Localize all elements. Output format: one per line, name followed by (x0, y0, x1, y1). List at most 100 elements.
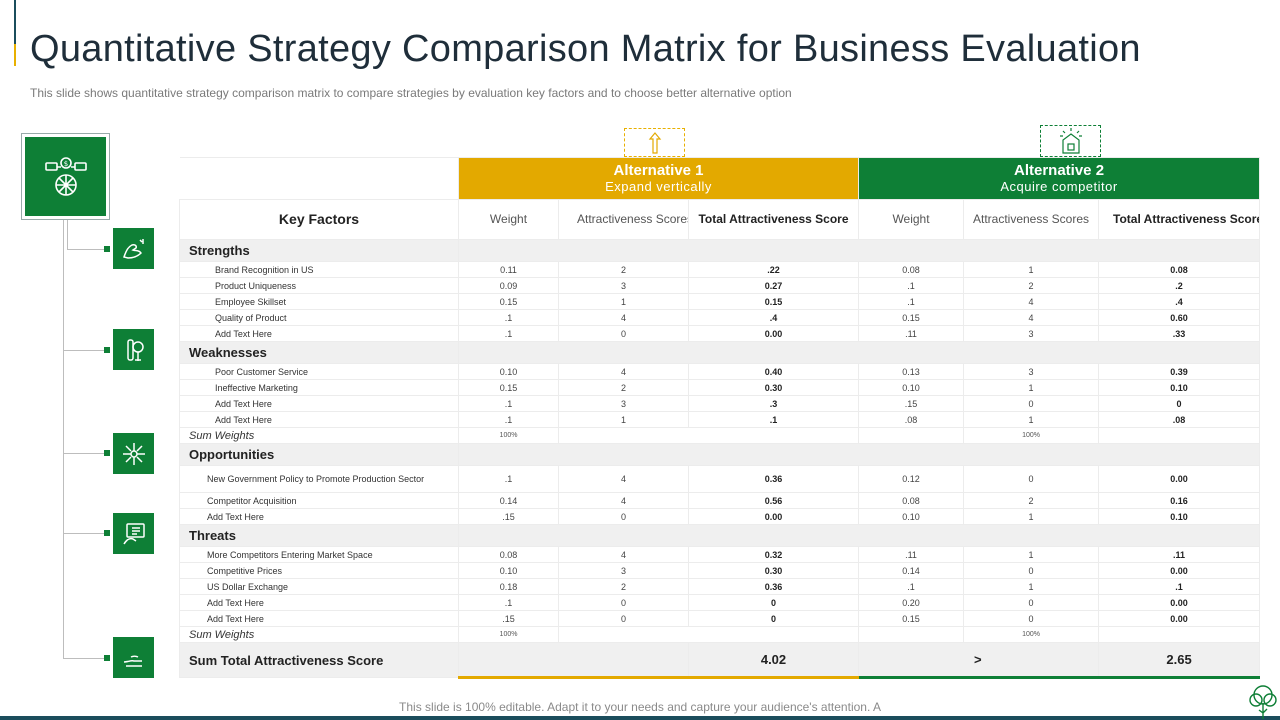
factor-value: 1 (963, 261, 1100, 278)
factor-value: 0.16 (1098, 492, 1261, 509)
factor-value: 0 (963, 465, 1100, 493)
factor-value: 2 (558, 578, 689, 595)
factor-value: 1 (963, 546, 1100, 563)
factor-value: 0.00 (687, 325, 860, 342)
factor-label: Competitive Prices (179, 562, 459, 579)
total-score-row: Sum Total Attractiveness Score 4.02 >2.65 (179, 642, 1261, 679)
factor-value: .1 (1098, 578, 1261, 595)
comparison-arrow: > (858, 642, 1100, 679)
title-accent-mark (14, 44, 16, 66)
factor-value: 0.15 (458, 293, 559, 310)
factor-value: 0 (687, 610, 860, 627)
sum-blank (1098, 427, 1261, 444)
main-icon-frame: $ (21, 133, 110, 220)
rail-branch (63, 453, 105, 454)
key-factors-header: Key Factors (179, 199, 459, 240)
table-row: New Government Policy to Promote Product… (179, 465, 1261, 493)
factor-value: 0.00 (1098, 610, 1261, 627)
network-arrows-icon (113, 433, 154, 474)
sum-weights-label: Sum Weights (179, 427, 459, 444)
factor-value: 0.30 (687, 562, 860, 579)
factor-value: .1 (858, 277, 965, 294)
factor-value: 0.08 (858, 492, 965, 509)
factor-label: Employee Skillset (179, 293, 459, 310)
total-score-alt1: 4.02 (687, 642, 860, 679)
sum-weights-row: Sum Weights 100% 100% (179, 626, 1261, 643)
factor-value: 1 (558, 293, 689, 310)
factor-value: .3 (687, 395, 860, 412)
table-row: Add Text Here .1 0 0 0.20 0 0.00 (179, 594, 1261, 611)
factor-value: 0.08 (1098, 261, 1261, 278)
factor-value: 0.18 (458, 578, 559, 595)
hand-receiving-icon (113, 637, 154, 678)
sum-weights-value-2: 100% (963, 626, 1100, 643)
factor-value: 0.14 (458, 492, 559, 509)
table-row: US Dollar Exchange 0.18 2 0.36.1 1.1 (179, 578, 1261, 595)
section-fill (457, 341, 1261, 364)
factor-value: 0.10 (458, 562, 559, 579)
factor-value: 4 (558, 492, 689, 509)
factor-value: .4 (687, 309, 860, 326)
factor-value: 4 (558, 546, 689, 563)
factor-value: 2 (963, 492, 1100, 509)
flexed-arm-icon (113, 228, 154, 269)
table-row: Ineffective Marketing 0.15 2 0.30 0.10 1 0.10 (179, 379, 1261, 396)
alternative-1-name: Alternative 1 (613, 162, 704, 180)
table-row: Brand Recognition in US 0.11 2.22 0.08 1 0.08 (179, 261, 1261, 278)
attractiveness-scores-header-1: Attractiveness Scores (558, 199, 689, 240)
factor-label: Add Text Here (179, 395, 459, 412)
table-row: Poor Customer Service 0.10 4 0.40 0.13 3 0.39 (179, 363, 1261, 380)
factor-value: 0.60 (1098, 309, 1261, 326)
section-fill (457, 524, 1261, 547)
factor-value: 0 (558, 325, 689, 342)
factor-value: 2 (558, 261, 689, 278)
factor-label: More Competitors Entering Market Space (179, 546, 459, 563)
factor-label: Add Text Here (179, 594, 459, 611)
opportunities-section-header: Opportunities (179, 443, 1261, 466)
section-label: Opportunities (179, 443, 459, 466)
factor-value: 0 (963, 395, 1100, 412)
factor-value: 0.39 (1098, 363, 1261, 380)
sum-blank (858, 626, 965, 643)
section-fill (457, 443, 1261, 466)
table-row: Quality of Product .1 4.4 0.15 4 0.60 (179, 309, 1261, 326)
section-label: Threats (179, 524, 459, 547)
table-row: Product Uniqueness 0.09 3 0.27.1 2.2 (179, 277, 1261, 294)
factor-value: .1 (858, 578, 965, 595)
table-row: Add Text Here .1 1.1.08 1.08 (179, 411, 1261, 428)
factor-value: 0.56 (687, 492, 860, 509)
factor-value: 0.00 (1098, 465, 1261, 493)
footer-bar (0, 716, 1280, 720)
svg-text:$: $ (63, 160, 67, 168)
table-row: Employee Skillset 0.15 1 0.15.1 4.4 (179, 293, 1261, 310)
factor-value: 0 (963, 594, 1100, 611)
rail-connector (104, 655, 110, 661)
factor-value: 0.27 (687, 277, 860, 294)
factor-value: 1 (963, 379, 1100, 396)
weight-header-2: Weight (858, 199, 965, 240)
factor-label: Poor Customer Service (179, 363, 459, 380)
factor-value: 0 (558, 508, 689, 525)
factor-value: 3 (558, 277, 689, 294)
rail-branch (63, 350, 105, 351)
factor-value: 0.30 (687, 379, 860, 396)
upward-arrow-icon (624, 128, 685, 157)
factor-value: 0.10 (1098, 379, 1261, 396)
alternative-header-row: Alternative 1 Expand vertically Alternat… (179, 157, 1261, 200)
alternative-2-desc: Acquire competitor (1000, 178, 1118, 194)
rail-connector (104, 347, 110, 353)
factor-value: .1 (458, 309, 559, 326)
factor-value: 2 (963, 277, 1100, 294)
table-row: Competitive Prices 0.10 3 0.30 0.14 0 0.00 (179, 562, 1261, 579)
factor-value: 0 (1098, 395, 1261, 412)
factor-value: .1 (687, 411, 860, 428)
factor-value: .08 (1098, 411, 1261, 428)
strategy-network-icon: $ (25, 137, 106, 216)
sum-blank (557, 626, 859, 643)
factor-value: 0.15 (458, 379, 559, 396)
table-row: Add Text Here .15 0 0 0.15 0 0.00 (179, 610, 1261, 627)
factor-value: 0.15 (687, 293, 860, 310)
factor-label: Add Text Here (179, 508, 459, 525)
total-score-alt2: 2.65 (1098, 642, 1261, 679)
factor-value: 0.14 (858, 562, 965, 579)
